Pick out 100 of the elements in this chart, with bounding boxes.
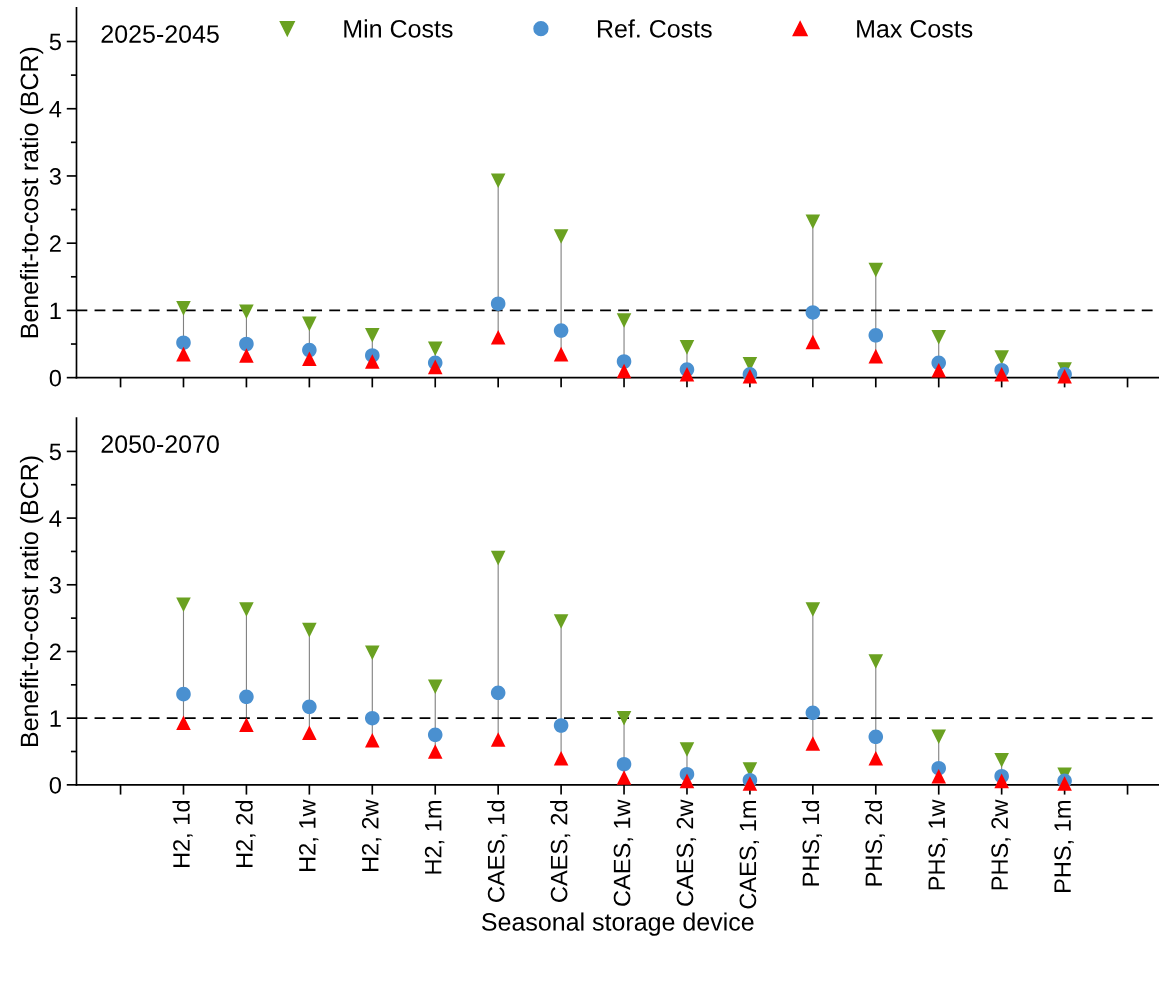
point	[365, 645, 380, 661]
y-tick-label: 3	[49, 168, 61, 185]
point	[994, 773, 1009, 789]
point	[931, 362, 947, 378]
point	[176, 686, 191, 702]
y-tick-label: 0	[49, 776, 61, 794]
point	[176, 346, 191, 362]
point	[868, 654, 884, 669]
point	[490, 296, 506, 311]
point	[616, 354, 632, 369]
legend-label: Ref. Costs	[597, 19, 712, 38]
x-tick-label: CAES, 1d	[487, 800, 508, 902]
point	[302, 316, 317, 332]
point	[616, 756, 632, 772]
point	[553, 229, 569, 244]
point	[427, 341, 443, 357]
point	[239, 602, 254, 617]
x-tick-label: PHS, 1w	[928, 799, 948, 890]
x-tick-label: H2, 2d	[235, 800, 256, 868]
point	[994, 350, 1009, 365]
x-tick-label: PHS, 1d	[801, 800, 822, 886]
point	[805, 736, 821, 751]
point	[868, 328, 884, 343]
point	[868, 750, 884, 766]
point	[302, 351, 317, 367]
y-tick-label: 1	[50, 710, 61, 727]
legend-label: Max Costs	[857, 19, 973, 38]
point	[553, 323, 569, 338]
point	[239, 348, 254, 363]
x-tick-label: H2, 1d	[172, 800, 193, 868]
point	[176, 715, 191, 731]
point	[679, 340, 695, 355]
point	[679, 773, 695, 789]
point	[805, 305, 821, 320]
point	[365, 732, 380, 748]
x-tick-label: CAES, 1m	[739, 801, 760, 909]
point	[805, 705, 821, 721]
point	[553, 750, 569, 766]
point	[931, 768, 947, 784]
y-axis-title: Benefit-to-cost ratio (BCR)	[19, 456, 44, 746]
point	[239, 717, 254, 733]
x-tick-label: H2, 1m	[424, 800, 445, 874]
point	[553, 346, 569, 362]
y-axis-title: Benefit-to-cost ratio (BCR)	[19, 47, 44, 338]
y-tick-label: 0	[49, 369, 61, 387]
y-tick-label: 5	[49, 443, 61, 461]
y-tick-label: 3	[49, 576, 61, 594]
point	[239, 336, 254, 352]
point	[239, 689, 254, 705]
annotation: 2025-2045	[101, 25, 219, 43]
point	[490, 685, 506, 701]
point	[553, 614, 569, 629]
point	[239, 304, 254, 320]
point	[868, 262, 884, 278]
point	[616, 770, 632, 785]
point	[302, 699, 317, 715]
point	[742, 776, 758, 791]
point	[176, 597, 191, 613]
y-tick-label: 2	[49, 643, 61, 661]
point	[365, 328, 380, 343]
legend-label: Min Costs	[344, 19, 453, 38]
point	[994, 366, 1009, 382]
y-tick-label: 4	[49, 101, 62, 118]
point	[931, 729, 947, 745]
point	[616, 710, 632, 726]
x-tick-label: CAES, 1w	[613, 799, 634, 906]
point	[365, 354, 380, 369]
point	[176, 335, 191, 350]
point	[302, 725, 317, 741]
point	[427, 679, 443, 695]
x-axis-title: Seasonal storage device	[482, 912, 754, 936]
point	[616, 313, 632, 328]
point	[176, 301, 191, 316]
point	[679, 366, 695, 382]
point	[427, 727, 443, 743]
x-tick-label: CAES, 2d	[550, 800, 571, 902]
point	[805, 602, 821, 617]
point	[616, 363, 632, 379]
point	[868, 729, 884, 745]
point	[490, 550, 506, 566]
y-tick-label: 5	[49, 33, 61, 51]
y-tick-label: 4	[49, 510, 62, 527]
point	[868, 348, 884, 364]
x-tick-label: PHS, 1m	[1054, 801, 1074, 892]
x-tick-label: CAES, 2w	[676, 799, 697, 906]
point	[679, 742, 695, 757]
y-tick-label: 2	[49, 235, 61, 252]
x-tick-label: H2, 2w	[361, 799, 382, 871]
annotation: 2050-2070	[101, 435, 219, 453]
point	[805, 334, 821, 350]
point	[302, 622, 317, 638]
point	[365, 710, 380, 726]
x-tick-label: PHS, 2d	[864, 800, 885, 886]
point	[994, 752, 1009, 768]
x-tick-label: H2, 1w	[298, 799, 319, 871]
y-tick-label: 1	[50, 302, 61, 319]
point	[490, 732, 506, 747]
point	[490, 330, 506, 345]
point	[553, 718, 569, 733]
x-tick-label: PHS, 2w	[991, 799, 1011, 890]
